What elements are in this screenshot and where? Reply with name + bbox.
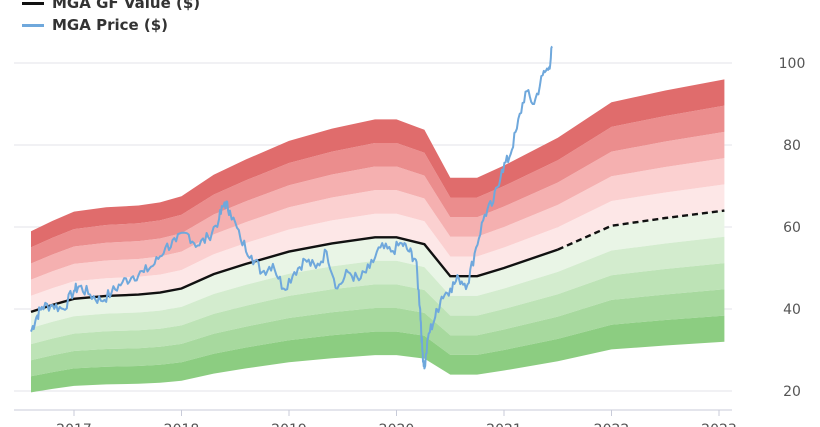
x-tick-label-2023: 2023 (701, 422, 737, 427)
legend-label-price: MGA Price ($) (52, 16, 169, 34)
y-tick-label-20: 20 (783, 384, 801, 400)
y-tick-label-40: 40 (783, 302, 801, 318)
x-tick-label-2021: 2021 (486, 422, 522, 427)
band-upper-4 (31, 105, 725, 264)
y-tick-label-100: 100 (779, 56, 806, 72)
band-lower-1 (31, 210, 725, 328)
band-upper-1 (31, 184, 725, 312)
legend-label-gf-value: MGA GF Value ($) (52, 0, 201, 12)
band-lower-2 (31, 236, 725, 345)
series-gf-value-projection (557, 209, 725, 251)
band-lower-3 (31, 263, 725, 361)
band-upper-5 (31, 79, 725, 248)
band-upper-2 (31, 158, 725, 296)
legend-swatch-price (22, 23, 44, 27)
x-tick-label-2017: 2017 (56, 422, 92, 427)
y-tick-label-80: 80 (783, 138, 801, 154)
x-tick-label-2020: 2020 (379, 422, 415, 427)
legend: MGA GF Value ($) MGA Price ($) (22, 0, 200, 36)
legend-swatch-gf-value (22, 1, 44, 5)
band-lower-4 (31, 289, 725, 377)
band-upper-3 (31, 131, 725, 280)
legend-item-price: MGA Price ($) (22, 14, 200, 36)
x-tick-label-2018: 2018 (164, 422, 200, 427)
x-tick-label-2019: 2019 (271, 422, 307, 427)
band-lower-5 (31, 315, 725, 393)
series-price-line (30, 45, 553, 370)
legend-item-gf-value: MGA GF Value ($) (22, 0, 200, 14)
x-tick-label-2022: 2022 (594, 422, 630, 427)
valuation-bands (31, 79, 725, 393)
y-tick-label-60: 60 (783, 220, 801, 236)
series-gf-value-line (30, 236, 559, 314)
